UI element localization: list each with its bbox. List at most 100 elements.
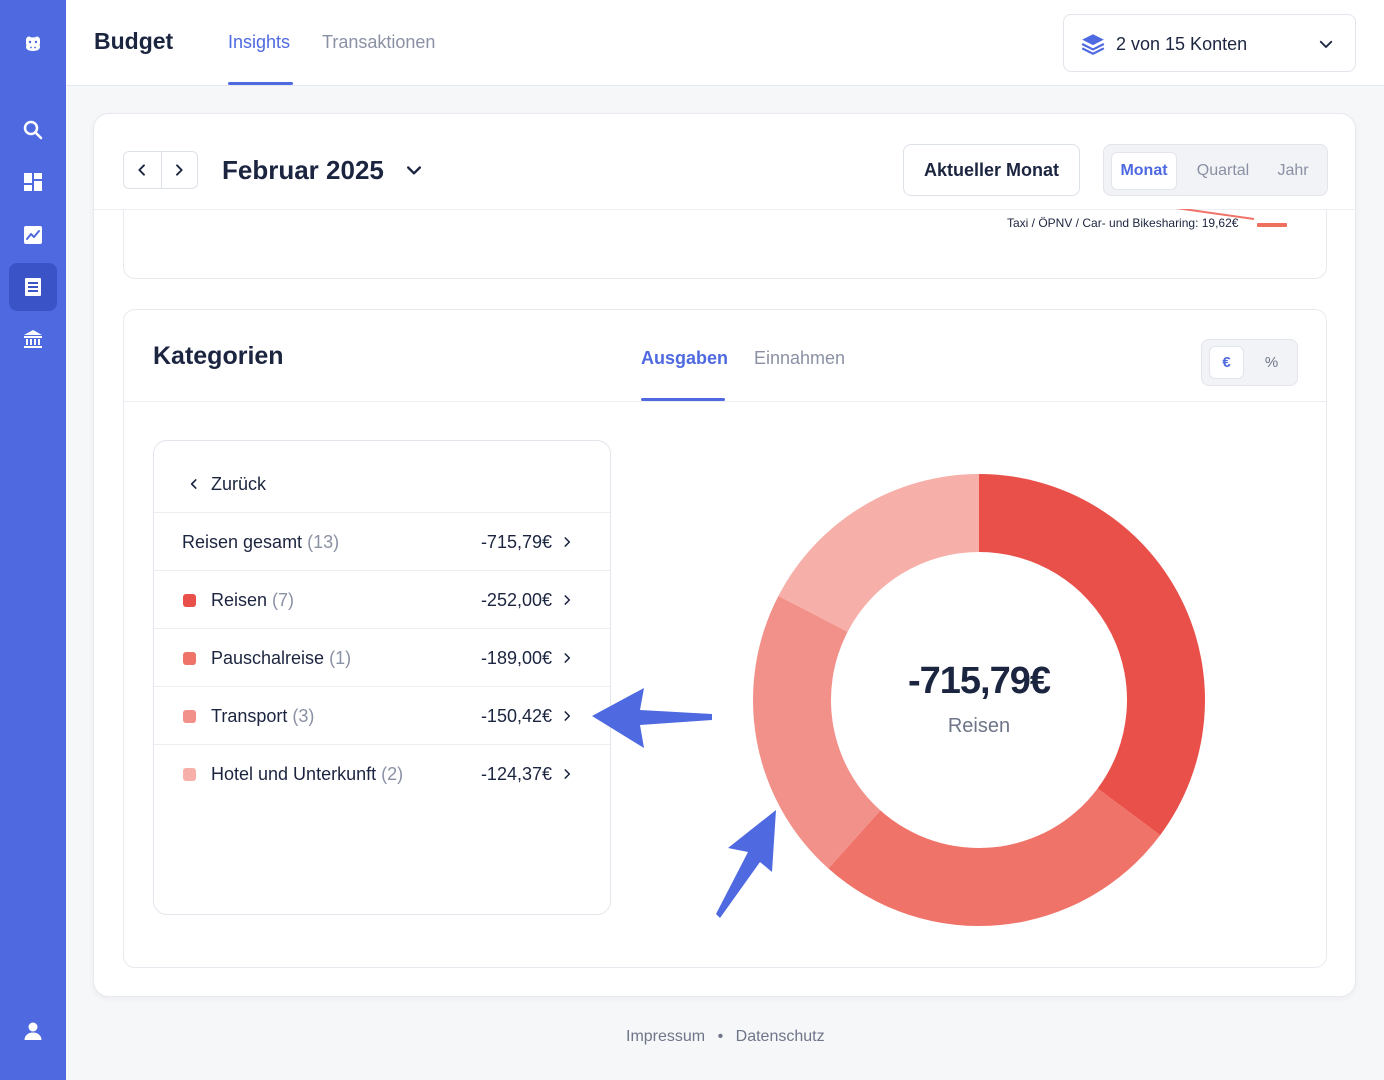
chevron-right-icon <box>176 164 183 176</box>
hippo-logo-icon <box>26 36 40 51</box>
annotation-arrow-left <box>592 688 712 748</box>
category-color-dot <box>183 768 196 781</box>
donut-slice-transport[interactable] <box>753 595 881 869</box>
layers-icon <box>1081 34 1105 55</box>
chart-icon[interactable] <box>9 211 57 259</box>
datenschutz-link[interactable]: Datenschutz <box>735 1028 825 1045</box>
bank-icon[interactable] <box>9 315 57 363</box>
back-button[interactable]: Zurück <box>154 441 610 513</box>
prev-month-button[interactable] <box>124 152 161 188</box>
tab-transaktionen[interactable]: Transaktionen <box>322 32 436 52</box>
dashboard-glyph <box>24 173 42 191</box>
chevron-left-icon <box>138 164 146 176</box>
unit-toggle: € % <box>1201 339 1298 386</box>
next-month-button[interactable] <box>160 152 198 188</box>
donut-slice-pauschalreise[interactable] <box>828 788 1161 927</box>
donut-label: Reisen <box>947 715 1011 737</box>
category-amount: -715,79€ <box>480 532 552 552</box>
header: Budget Insights Transaktionen 2 von 15 K… <box>66 0 1384 86</box>
category-color-dot <box>183 652 196 665</box>
period-toggle: Monat Quartal Jahr <box>1103 144 1328 196</box>
category-name: Pauschalreise (1) <box>211 648 351 669</box>
accounts-dropdown[interactable]: 2 von 15 Konten <box>1063 14 1356 72</box>
list-glyph <box>25 278 41 296</box>
app-title: Budget <box>94 28 174 54</box>
chevron-right-icon <box>564 653 571 663</box>
search-glyph <box>23 120 43 140</box>
header-divider <box>94 209 1355 210</box>
category-name: Hotel und Unterkunft (2) <box>211 764 403 785</box>
category-row-reisen[interactable]: Reisen (7) -252,00€ <box>154 571 610 629</box>
dashboard-icon[interactable] <box>9 158 57 206</box>
category-color-dot <box>183 594 196 607</box>
category-name: Reisen gesamt (13) <box>182 532 339 553</box>
category-donut-chart <box>753 474 1205 927</box>
category-total-row[interactable]: Reisen gesamt (13) -715,79€ <box>154 513 610 571</box>
footer-separator: • <box>717 1028 724 1045</box>
tab-ausgaben[interactable]: Ausgaben <box>641 348 729 368</box>
period-month[interactable]: Monat <box>1111 152 1177 190</box>
budget-list-icon[interactable] <box>9 263 57 311</box>
period-quarter[interactable]: Quartal <box>1196 162 1250 179</box>
category-label: Transport <box>211 706 288 726</box>
bank-glyph <box>24 330 42 348</box>
connector-line <box>1176 209 1255 220</box>
category-row-transport[interactable]: Transport (3) -150,42€ <box>154 687 610 745</box>
category-total-name: Reisen gesamt <box>182 532 303 552</box>
unit-euro[interactable]: € <box>1209 346 1244 379</box>
category-label: Reisen <box>211 590 268 610</box>
unit-percent[interactable]: % <box>1264 354 1279 371</box>
active-tab-indicator <box>641 398 725 401</box>
month-navigation <box>123 151 198 189</box>
donut-slice-hotel-und-unterkunft[interactable] <box>778 474 979 632</box>
footer: Impressum • Datenschutz <box>626 1028 825 1046</box>
chevron-right-icon <box>564 595 571 605</box>
budget-card: Februar 2025 Aktueller Monat Monat Quart… <box>93 113 1356 997</box>
annotation-arrow-up <box>716 810 776 918</box>
category-count: (2) <box>381 764 404 784</box>
categories-divider <box>124 401 1326 402</box>
back-label: Zurück <box>211 474 267 494</box>
user-glyph <box>24 1022 42 1040</box>
category-color-dot <box>183 710 196 723</box>
current-month-button[interactable]: Aktueller Monat <box>903 144 1080 196</box>
category-name: Reisen (7) <box>211 590 294 611</box>
chevron-right-icon <box>564 769 571 779</box>
category-amount: -252,00€ <box>480 590 552 610</box>
period-year[interactable]: Jahr <box>1277 162 1309 179</box>
categories-title: Kategorien <box>153 342 284 370</box>
chevron-left-icon <box>190 479 197 489</box>
category-row-pauschalreise[interactable]: Pauschalreise (1) -189,00€ <box>154 629 610 687</box>
category-name: Transport (3) <box>211 706 314 727</box>
search-icon[interactable] <box>9 106 57 154</box>
donut-slice-reisen[interactable] <box>979 474 1205 836</box>
chart-glyph <box>24 226 42 244</box>
category-count: (7) <box>272 590 295 610</box>
category-count: (3) <box>292 706 315 726</box>
chevron-right-icon <box>564 711 571 721</box>
user-icon[interactable] <box>9 1007 57 1055</box>
sidebar <box>0 0 66 1080</box>
chevron-right-icon <box>564 537 571 547</box>
impressum-link[interactable]: Impressum <box>626 1028 706 1045</box>
donut-total: -715,79€ <box>907 660 1051 702</box>
categories-card: Kategorien Ausgaben Einnahmen € % Zurück… <box>123 309 1327 968</box>
chart-annotation: Taxi / ÖPNV / Car- und Bikesharing: 19,6… <box>1007 216 1239 230</box>
chevron-down-icon <box>1319 40 1333 48</box>
category-amount: -189,00€ <box>480 648 552 668</box>
category-row-hotel[interactable]: Hotel und Unterkunft (2) -124,37€ <box>154 745 610 803</box>
category-amount: -150,42€ <box>480 706 552 726</box>
month-selector-label[interactable]: Februar 2025 <box>222 155 384 185</box>
logo-icon[interactable] <box>9 20 57 68</box>
category-amount: -124,37€ <box>480 764 552 784</box>
tab-insights[interactable]: Insights <box>228 32 291 52</box>
active-tab-indicator <box>228 82 293 85</box>
top-chart-snippet: Taxi / ÖPNV / Car- und Bikesharing: 19,6… <box>123 209 1327 279</box>
chart-bar-fragment <box>1257 223 1287 227</box>
category-label: Pauschalreise <box>211 648 325 668</box>
category-label: Hotel und Unterkunft <box>211 764 377 784</box>
accounts-label: 2 von 15 Konten <box>1116 34 1248 54</box>
tab-einnahmen[interactable]: Einnahmen <box>754 348 846 368</box>
category-count: (13) <box>307 532 340 552</box>
chevron-down-icon[interactable] <box>404 160 424 180</box>
